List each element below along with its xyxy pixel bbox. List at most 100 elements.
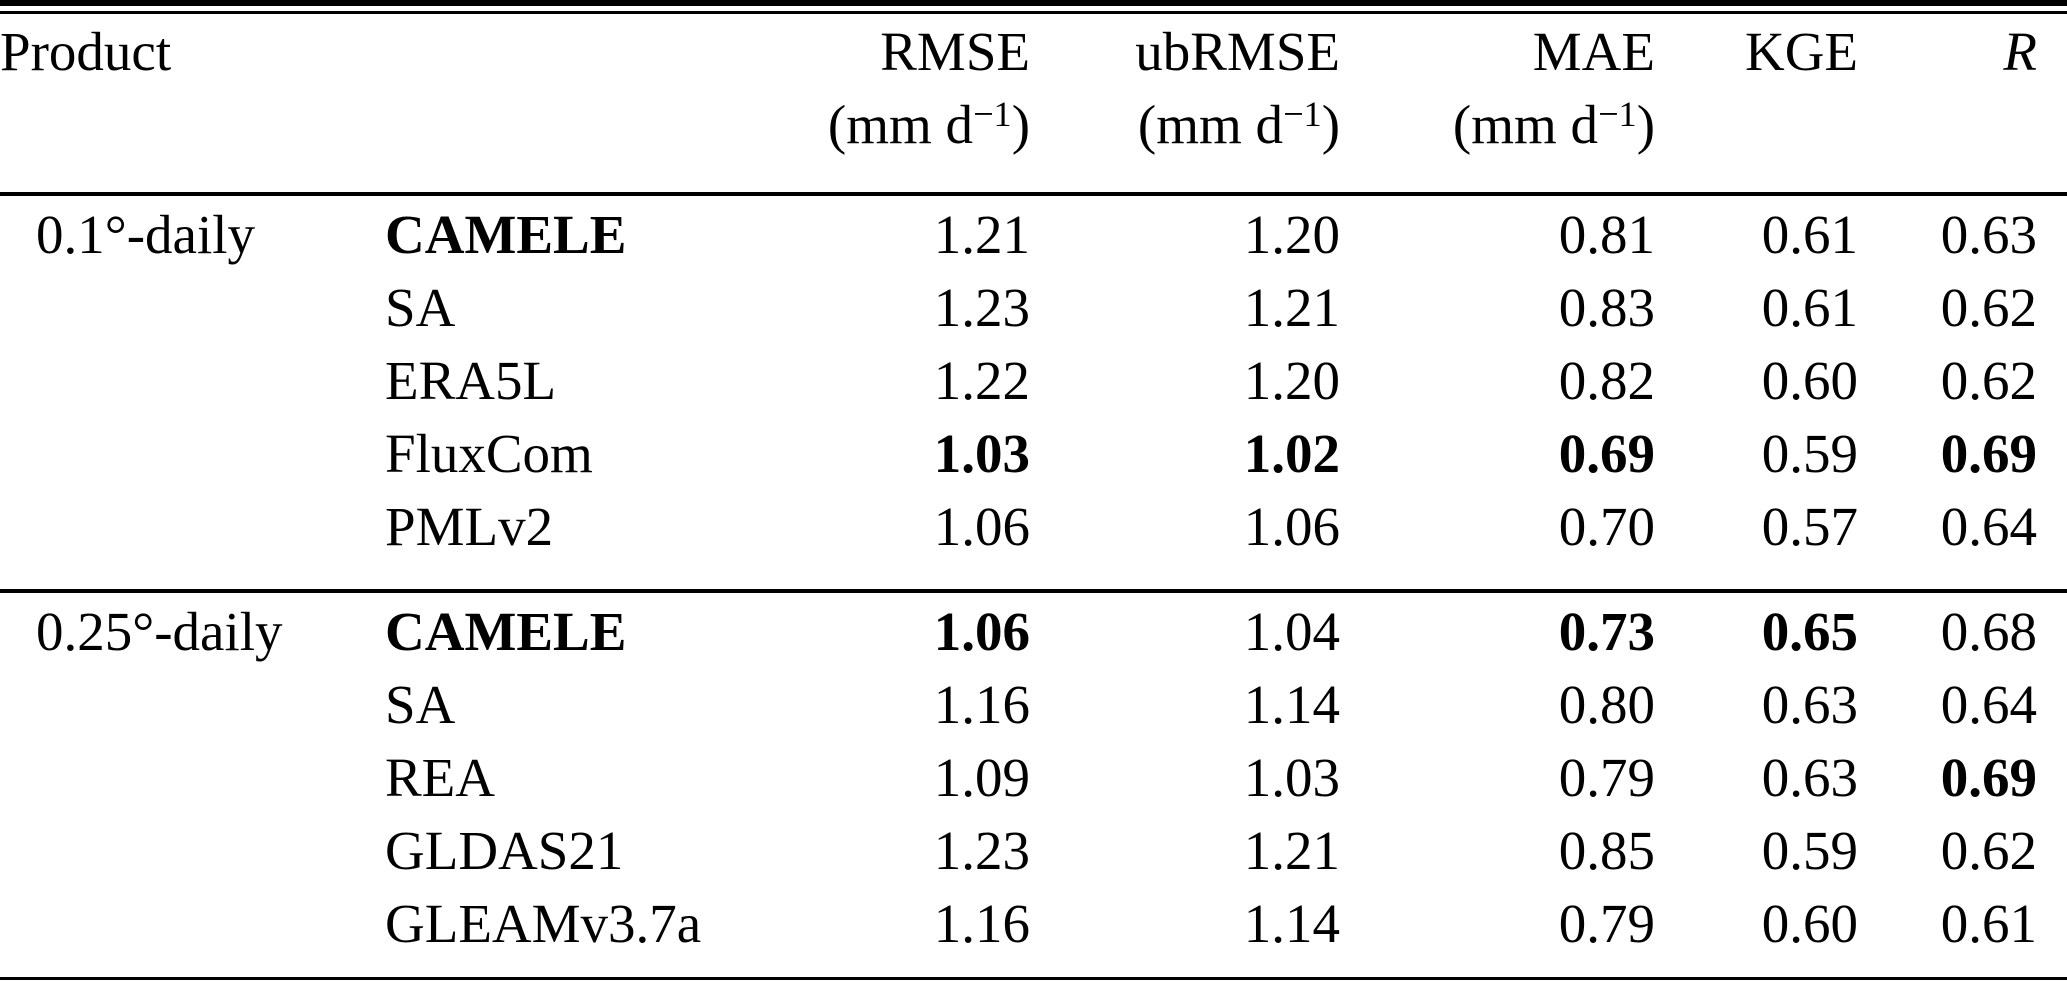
metric-value: 0.59	[1761, 423, 1859, 484]
metric-value: 1.02	[1243, 423, 1341, 484]
product-name: REA	[385, 747, 495, 808]
metric-value: 0.80	[1558, 674, 1656, 735]
metric-value: 1.21	[1243, 277, 1341, 338]
group-0.1-daily: 0.1°-daily CAMELE 1.21 1.20 0.81 0.61 0.63 SA 1.…	[0, 194, 2067, 591]
metric-value: 0.69	[1940, 747, 2038, 808]
metric-value: 1.09	[933, 747, 1031, 808]
metric-value: 1.21	[1243, 820, 1341, 881]
metric-value: 0.85	[1558, 820, 1656, 881]
metric-value: 1.16	[933, 893, 1031, 954]
metric-value: 1.03	[1243, 747, 1341, 808]
metric-value: 0.62	[1940, 277, 2038, 338]
table-row: REA 1.09 1.03 0.79 0.63 0.69	[0, 741, 2067, 814]
product-name: GLEAMv3.7a	[385, 893, 702, 954]
unit-text: )	[1011, 94, 1031, 155]
metric-value: 1.23	[933, 820, 1031, 881]
column-header-kge-cell: KGE	[1655, 15, 1858, 194]
unit-text: )	[1636, 94, 1656, 155]
metric-value: 1.04	[1243, 601, 1341, 662]
resolution-label	[0, 741, 385, 814]
metric-value: 0.79	[1558, 747, 1656, 808]
metric-value: 0.81	[1558, 204, 1656, 265]
metric-value: 1.23	[933, 277, 1031, 338]
column-header-rmse: RMSE	[880, 21, 1031, 82]
metric-value: 1.16	[933, 674, 1031, 735]
metric-value: 0.79	[1558, 893, 1656, 954]
metric-value: 0.68	[1940, 601, 2038, 662]
table-header: Product RMSE (mm d−1) ubRMSE (mm d−1) MA…	[0, 15, 2067, 194]
metric-value: 0.65	[1761, 601, 1859, 662]
metric-value: 0.62	[1940, 350, 2038, 411]
group-0.25-daily: 0.25°-daily CAMELE 1.06 1.04 0.73 0.65 0.68 SA 1…	[0, 591, 2067, 977]
top-rule-thick	[0, 0, 2067, 6]
metric-value: 0.57	[1761, 496, 1859, 557]
metric-value: 0.61	[1761, 204, 1859, 265]
metric-value: 1.06	[933, 601, 1031, 662]
metric-value: 1.06	[933, 496, 1031, 557]
table-row: ERA5L 1.22 1.20 0.82 0.60 0.62	[0, 344, 2067, 417]
bottom-rule-thin	[0, 977, 2067, 980]
metric-value: 1.14	[1243, 893, 1341, 954]
product-name: ERA5L	[385, 350, 557, 411]
table-row: 0.25°-daily CAMELE 1.06 1.04 0.73 0.65 0.68	[0, 591, 2067, 668]
column-header-ubrmse: ubRMSE	[1135, 21, 1341, 82]
header-row: Product RMSE (mm d−1) ubRMSE (mm d−1) MA…	[0, 15, 2067, 194]
metric-value: 0.82	[1558, 350, 1656, 411]
product-name: FluxCom	[385, 423, 593, 484]
metric-value: 1.14	[1243, 674, 1341, 735]
metric-value: 0.64	[1940, 496, 2038, 557]
resolution-label	[0, 668, 385, 741]
resolution-label	[0, 417, 385, 490]
column-header-kge: KGE	[1744, 21, 1859, 82]
metric-value: 0.60	[1761, 350, 1859, 411]
table-row: SA 1.16 1.14 0.80 0.63 0.64	[0, 668, 2067, 741]
product-name: GLDAS21	[385, 820, 624, 881]
table-row: GLDAS21 1.23 1.21 0.85 0.59 0.62	[0, 814, 2067, 887]
unit-superscript: −1	[1283, 93, 1322, 134]
resolution-label: 0.25°-daily	[36, 601, 283, 662]
column-header-r: R	[2003, 21, 2038, 82]
metric-value: 0.64	[1940, 674, 2038, 735]
metric-value: 0.63	[1940, 204, 2038, 265]
metric-value: 0.62	[1940, 820, 2038, 881]
unit-superscript: −1	[1598, 93, 1637, 134]
column-header-product-cell: Product	[0, 15, 760, 194]
column-unit-rmse: (mm d−1)	[760, 88, 1030, 168]
resolution-label	[0, 887, 385, 977]
top-rule-thin	[0, 11, 2067, 14]
metric-value: 0.73	[1558, 601, 1656, 662]
table-row: SA 1.23 1.21 0.83 0.61 0.62	[0, 271, 2067, 344]
resolution-label	[0, 344, 385, 417]
column-header-mae: MAE	[1532, 21, 1656, 82]
unit-text: (mm d	[1137, 94, 1284, 155]
metric-value: 0.70	[1558, 496, 1656, 557]
table-row: FluxCom 1.03 1.02 0.69 0.59 0.69	[0, 417, 2067, 490]
metric-value: 0.59	[1761, 820, 1859, 881]
product-name: CAMELE	[385, 204, 627, 265]
column-unit-ubrmse: (mm d−1)	[1030, 88, 1340, 168]
metric-value: 1.20	[1243, 204, 1341, 265]
column-header-mae-cell: MAE (mm d−1)	[1340, 15, 1655, 194]
product-name: PMLv2	[385, 496, 554, 557]
column-header-rmse-cell: RMSE (mm d−1)	[760, 15, 1030, 194]
resolution-label	[0, 814, 385, 887]
product-name: SA	[385, 674, 456, 735]
metric-value: 0.61	[1761, 277, 1859, 338]
column-header-ubrmse-cell: ubRMSE (mm d−1)	[1030, 15, 1340, 194]
product-metrics-table: Product RMSE (mm d−1) ubRMSE (mm d−1) MA…	[0, 15, 2067, 977]
metric-value: 0.60	[1761, 893, 1859, 954]
resolution-label: 0.1°-daily	[36, 204, 256, 265]
table-row: PMLv2 1.06 1.06 0.70 0.57 0.64	[0, 490, 2067, 591]
metric-value: 0.63	[1761, 674, 1859, 735]
resolution-label	[0, 271, 385, 344]
product-name: SA	[385, 277, 456, 338]
product-name: CAMELE	[385, 601, 627, 662]
metric-value: 1.22	[933, 350, 1031, 411]
column-unit-mae: (mm d−1)	[1340, 88, 1655, 168]
metric-value: 0.69	[1558, 423, 1656, 484]
metric-value: 1.20	[1243, 350, 1341, 411]
column-header-r-cell: R	[1858, 15, 2067, 194]
table-row: 0.1°-daily CAMELE 1.21 1.20 0.81 0.61 0.63	[0, 194, 2067, 271]
column-header-product: Product	[0, 21, 172, 82]
